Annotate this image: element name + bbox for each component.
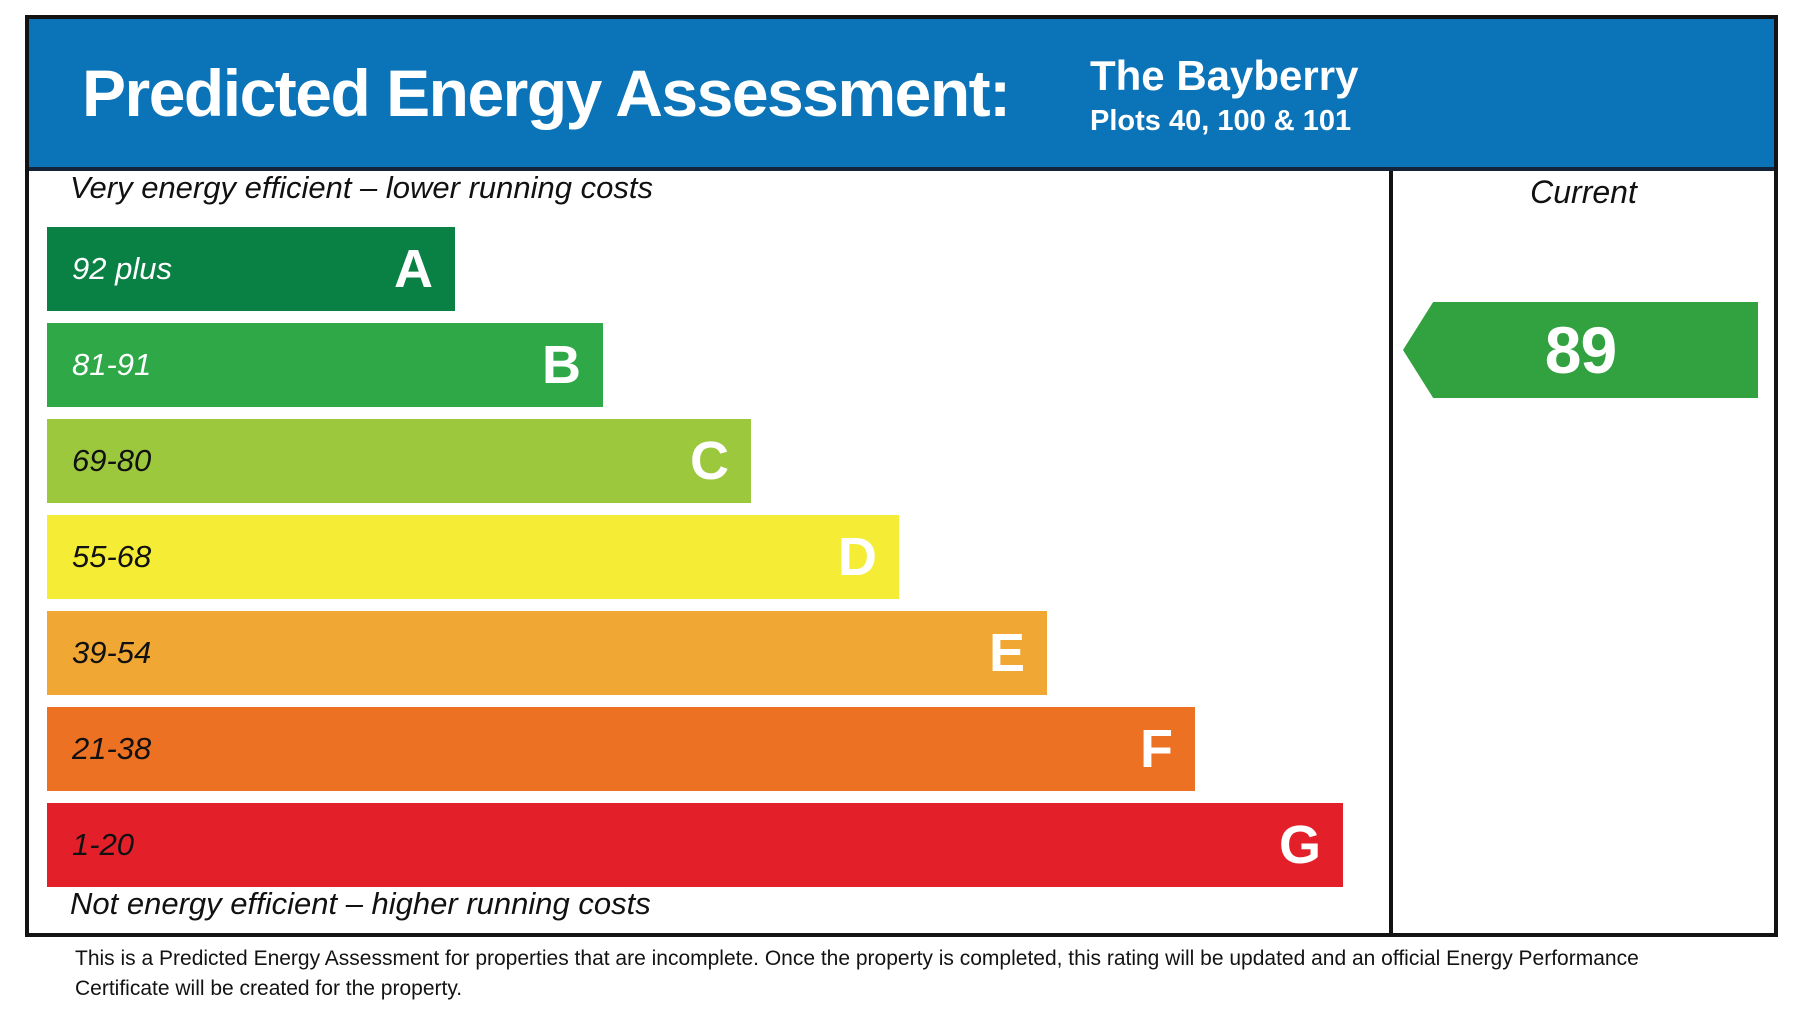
footer-line-2: Certificate will be created for the prop… xyxy=(75,977,463,1000)
footer-note: This is a Predicted Energy Assessment fo… xyxy=(75,944,1639,1004)
band-row-d: 55-68 D xyxy=(47,515,899,599)
band-letter: C xyxy=(690,431,729,491)
band-letter: B xyxy=(542,335,581,395)
property-block: The Bayberry Plots 40, 100 & 101 xyxy=(1090,52,1359,138)
band-range-label: 1-20 xyxy=(72,827,135,862)
band-range-label: 92 plus xyxy=(72,251,172,286)
band-letter: F xyxy=(1140,719,1173,779)
band-range-label: 55-68 xyxy=(72,539,152,574)
band-row-b: 81-91 B xyxy=(47,323,603,407)
footer-line-1: This is a Predicted Energy Assessment fo… xyxy=(75,947,1639,970)
band-row-c: 69-80 C xyxy=(47,419,751,503)
band-letter: G xyxy=(1278,815,1321,875)
band-letter: E xyxy=(988,623,1025,683)
band-row-f: 21-38 F xyxy=(47,707,1195,791)
band-letter: A xyxy=(394,239,433,299)
band-row-g: 1-20 G xyxy=(47,803,1343,887)
band-range-label: 81-91 xyxy=(72,347,152,382)
current-column-header: Current xyxy=(1530,174,1637,210)
band-letter: D xyxy=(838,527,877,587)
top-caption: Very energy efficient – lower running co… xyxy=(70,170,653,205)
column-divider xyxy=(1389,171,1393,933)
band-range-label: 39-54 xyxy=(72,635,152,670)
bottom-caption: Not energy efficient – higher running co… xyxy=(70,886,651,921)
band-row-e: 39-54 E xyxy=(47,611,1047,695)
header-banner: Predicted Energy Assessment: The Bayberr… xyxy=(29,19,1774,171)
page-title: Predicted Energy Assessment: xyxy=(82,56,1011,130)
property-name: The Bayberry xyxy=(1090,52,1359,99)
band-range-label: 21-38 xyxy=(72,731,152,766)
plots-label: Plots 40, 100 & 101 xyxy=(1090,105,1352,138)
band-row-a: 92 plus A xyxy=(47,227,455,311)
current-rating-arrow: 89 xyxy=(1403,302,1758,398)
band-range-label: 69-80 xyxy=(72,443,152,478)
current-rating-value: 89 xyxy=(1544,313,1617,387)
